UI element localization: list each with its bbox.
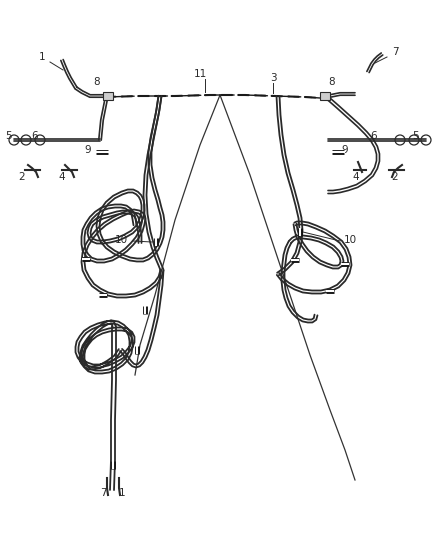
Text: 6: 6 bbox=[32, 131, 38, 141]
Text: 7: 7 bbox=[100, 488, 106, 498]
Text: 1: 1 bbox=[39, 52, 45, 62]
Text: 11: 11 bbox=[193, 69, 207, 79]
Text: 4: 4 bbox=[353, 172, 359, 182]
Text: 9: 9 bbox=[342, 145, 348, 155]
Text: 7: 7 bbox=[392, 47, 398, 57]
Text: 8: 8 bbox=[94, 77, 100, 87]
Text: 1: 1 bbox=[119, 488, 125, 498]
Text: 5: 5 bbox=[5, 131, 12, 141]
Text: 10: 10 bbox=[344, 235, 357, 245]
Text: 4: 4 bbox=[59, 172, 65, 182]
Text: 3: 3 bbox=[270, 73, 276, 83]
Text: 9: 9 bbox=[85, 145, 91, 155]
Bar bbox=[320, 92, 330, 100]
Text: 5: 5 bbox=[412, 131, 419, 141]
Text: 2: 2 bbox=[19, 172, 25, 182]
Bar bbox=[103, 92, 113, 100]
Text: 2: 2 bbox=[392, 172, 398, 182]
Text: 10: 10 bbox=[115, 235, 128, 245]
Text: 6: 6 bbox=[371, 131, 377, 141]
Text: 8: 8 bbox=[328, 77, 336, 87]
